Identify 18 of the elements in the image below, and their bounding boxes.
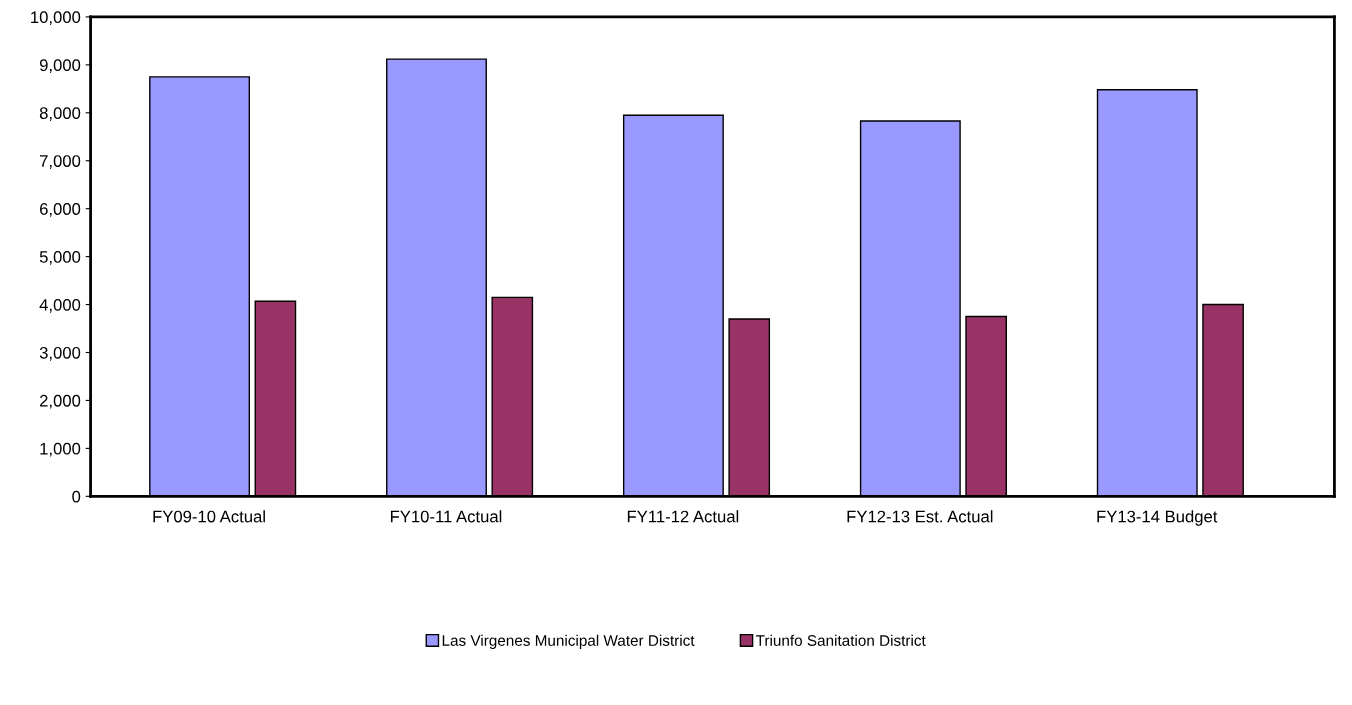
y-tick-label: 0 xyxy=(72,490,81,503)
y-tick-label: 4,000 xyxy=(39,298,81,313)
y-tick-label: 8,000 xyxy=(39,107,81,121)
x-tick-label: FY11-12 Actual xyxy=(627,510,739,523)
y-tick-label: 1,000 xyxy=(40,442,81,457)
y-tick-label: 3,000 xyxy=(39,346,81,361)
legend-label: Triunfo Sanitation District xyxy=(756,634,926,646)
y-tick-label: 10,000 xyxy=(31,11,81,26)
x-tick-label: FY10-11 Actual xyxy=(390,510,502,523)
y-tick-label: 6,000 xyxy=(40,203,81,217)
y-tick-label: 9,000 xyxy=(39,59,81,74)
y-tick-label: 2,000 xyxy=(40,394,81,409)
x-tick-label: FY13-14 Budget xyxy=(1097,510,1218,526)
x-tick-label: FY09-10 Actual xyxy=(153,510,265,523)
x-tick-label: FY12-13 Est. Actual xyxy=(847,510,993,523)
legend-label: Las Virgenes Municipal Water District xyxy=(442,634,695,649)
y-tick-label: 7,000 xyxy=(40,155,81,169)
y-tick-label: 5,000 xyxy=(39,251,81,265)
